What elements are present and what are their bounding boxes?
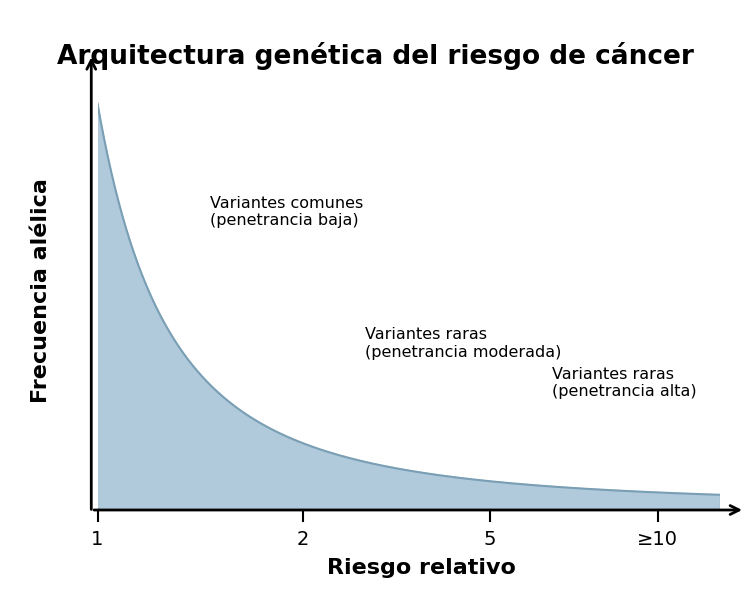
Text: 1: 1: [92, 530, 104, 549]
Text: Arquitectura genética del riesgo de cáncer: Arquitectura genética del riesgo de cánc…: [56, 42, 694, 70]
Polygon shape: [98, 104, 720, 510]
Text: Variantes raras
(penetrancia moderada): Variantes raras (penetrancia moderada): [365, 328, 562, 360]
Text: Frecuencia alélica: Frecuencia alélica: [32, 179, 52, 403]
Text: ≥10: ≥10: [638, 530, 678, 549]
Text: Variantes comunes
(penetrancia baja): Variantes comunes (penetrancia baja): [209, 196, 363, 229]
Text: 2: 2: [297, 530, 309, 549]
Text: 5: 5: [484, 530, 496, 549]
Text: Variantes raras
(penetrancia alta): Variantes raras (penetrancia alta): [552, 367, 697, 399]
Text: Riesgo relativo: Riesgo relativo: [327, 558, 516, 578]
